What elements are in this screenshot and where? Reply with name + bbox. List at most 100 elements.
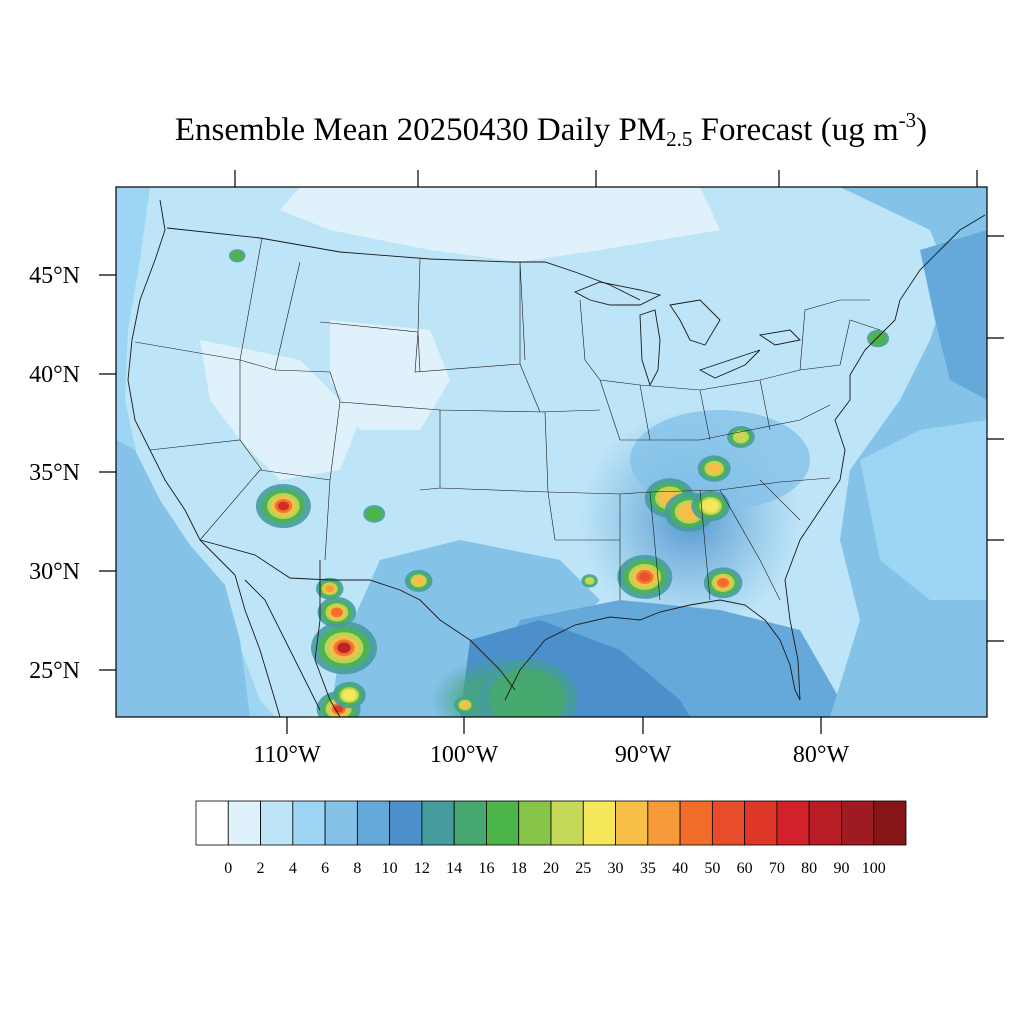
title-superscript: -3 bbox=[898, 108, 917, 132]
colorbar-swatch bbox=[227, 800, 261, 846]
map-panel bbox=[116, 187, 987, 717]
colorbar-label: 30 bbox=[608, 860, 624, 877]
colorbar-swatch bbox=[679, 800, 713, 846]
colorbar-swatch bbox=[550, 800, 584, 846]
colorbar-label: 2 bbox=[257, 860, 265, 877]
lon-label-80w: 80°W bbox=[793, 742, 850, 768]
colorbar-label: 18 bbox=[511, 860, 527, 877]
pm25-hotspot bbox=[462, 703, 468, 707]
longitude-labels: 110°W 100°W 90°W 80°W bbox=[253, 742, 849, 768]
colorbar-swatch bbox=[518, 800, 552, 846]
coastline-baja bbox=[234, 574, 281, 717]
colorbar-label: 4 bbox=[289, 860, 297, 877]
left-ticks bbox=[99, 274, 116, 671]
colorbar-label: 35 bbox=[640, 860, 656, 877]
boundaries bbox=[127, 199, 986, 717]
colorbar-swatch bbox=[453, 800, 487, 846]
coastline-mexico-west bbox=[314, 560, 341, 717]
pm25-hotspot bbox=[706, 502, 715, 510]
map-title: Ensemble Mean 20250430 Daily PM2.5 Forec… bbox=[0, 110, 1024, 151]
lat-label-30: 30°N bbox=[29, 559, 80, 585]
pm25-hotspot bbox=[738, 434, 744, 440]
title-middle: Forecast (ug m bbox=[692, 112, 899, 148]
colorbar: 0 2 4 6 8 10 12 14 16 18 20 25 30 35 40 50 60 70 80 90 100 bbox=[195, 800, 907, 877]
colorbar-label: 12 bbox=[414, 860, 430, 877]
coastline-atlantic bbox=[784, 214, 986, 701]
lat-label-25: 25°N bbox=[29, 658, 80, 684]
colorbar-label: 14 bbox=[446, 860, 462, 877]
border-us-canada bbox=[166, 227, 641, 301]
colorbar-swatch bbox=[292, 800, 326, 846]
colorbar-swatch bbox=[808, 800, 842, 846]
colorbar-label: 70 bbox=[769, 860, 785, 877]
colorbar-label: 8 bbox=[353, 860, 361, 877]
title-subscript: 2.5 bbox=[666, 127, 693, 151]
pm25-hotspot bbox=[235, 254, 239, 258]
colorbar-swatch bbox=[776, 800, 810, 846]
pm25-hotspot bbox=[277, 501, 289, 511]
field-rockies-light bbox=[330, 320, 450, 430]
colorbar-label: 0 bbox=[224, 860, 232, 877]
colorbar-label: 10 bbox=[382, 860, 398, 877]
field-atlantic-east bbox=[920, 230, 987, 400]
field-texas-blue bbox=[330, 540, 600, 717]
colorbar-swatch bbox=[260, 800, 294, 846]
bottom-ticks bbox=[286, 717, 822, 734]
pm25-hotspot bbox=[345, 692, 353, 698]
colorbar-swatch bbox=[486, 800, 520, 846]
lake-superior bbox=[573, 281, 662, 306]
field-pacific-near-coast bbox=[116, 440, 250, 717]
pm25-hotspot bbox=[710, 465, 718, 472]
state-lines bbox=[134, 237, 881, 601]
colorbar-label: 25 bbox=[575, 860, 591, 877]
colorbar-label: 40 bbox=[672, 860, 688, 877]
colorbar-label: 90 bbox=[833, 860, 849, 877]
lon-label-100w: 100°W bbox=[430, 742, 499, 768]
pm25-hotspot bbox=[684, 507, 695, 516]
field-atlantic-inner bbox=[860, 420, 987, 600]
map-frame bbox=[115, 186, 988, 718]
lat-label-35: 35°N bbox=[29, 460, 80, 486]
colorbar-swatch bbox=[195, 800, 229, 846]
pm25-hotspot bbox=[326, 586, 333, 591]
pm25-hotspot bbox=[332, 609, 341, 616]
colorbar-swatch bbox=[582, 800, 616, 846]
lon-label-90w: 90°W bbox=[615, 742, 672, 768]
pm25-hotspot bbox=[719, 579, 727, 586]
top-ticks bbox=[234, 170, 978, 187]
colorbar-label: 50 bbox=[704, 860, 720, 877]
pm25-hotspot bbox=[639, 572, 651, 582]
lake-erie bbox=[698, 349, 761, 379]
colorbar-swatch bbox=[356, 800, 391, 846]
pm25-hotspot bbox=[415, 578, 422, 584]
colorbar-label: 60 bbox=[737, 860, 753, 877]
colorbar-swatch bbox=[647, 800, 681, 846]
hotspot-layer bbox=[228, 249, 889, 717]
title-prefix: Ensemble Mean 20250430 Daily PM bbox=[174, 112, 667, 148]
lat-label-45: 45°N bbox=[29, 263, 80, 289]
lon-label-110w: 110°W bbox=[253, 742, 321, 768]
pm25-hotspot bbox=[337, 642, 351, 654]
colorbar-label: 16 bbox=[478, 860, 494, 877]
lake-ontario bbox=[758, 329, 801, 346]
colorbar-label: 6 bbox=[321, 860, 329, 877]
colorbar-swatch bbox=[389, 800, 423, 846]
lat-label-40: 40°N bbox=[29, 362, 80, 388]
pm25-hotspot bbox=[517, 690, 538, 708]
coastline-gulf-california bbox=[244, 579, 321, 711]
colorbar-label: 20 bbox=[543, 860, 559, 877]
border-us-mexico bbox=[199, 539, 516, 691]
field-north-light bbox=[280, 187, 720, 262]
colorbar-swatch bbox=[421, 800, 455, 846]
colorbar-swatch bbox=[744, 800, 778, 846]
colorbar-swatch bbox=[615, 800, 649, 846]
coastline-gulf bbox=[504, 599, 801, 701]
lake-huron bbox=[669, 299, 721, 346]
colorbar-label: 100 bbox=[862, 860, 886, 877]
colorbar-swatch bbox=[873, 800, 907, 846]
colorbar-swatch bbox=[841, 800, 875, 846]
colorbar-swatch bbox=[324, 800, 358, 846]
colorbar-label: 80 bbox=[801, 860, 817, 877]
pm25-hotspot bbox=[371, 512, 377, 516]
